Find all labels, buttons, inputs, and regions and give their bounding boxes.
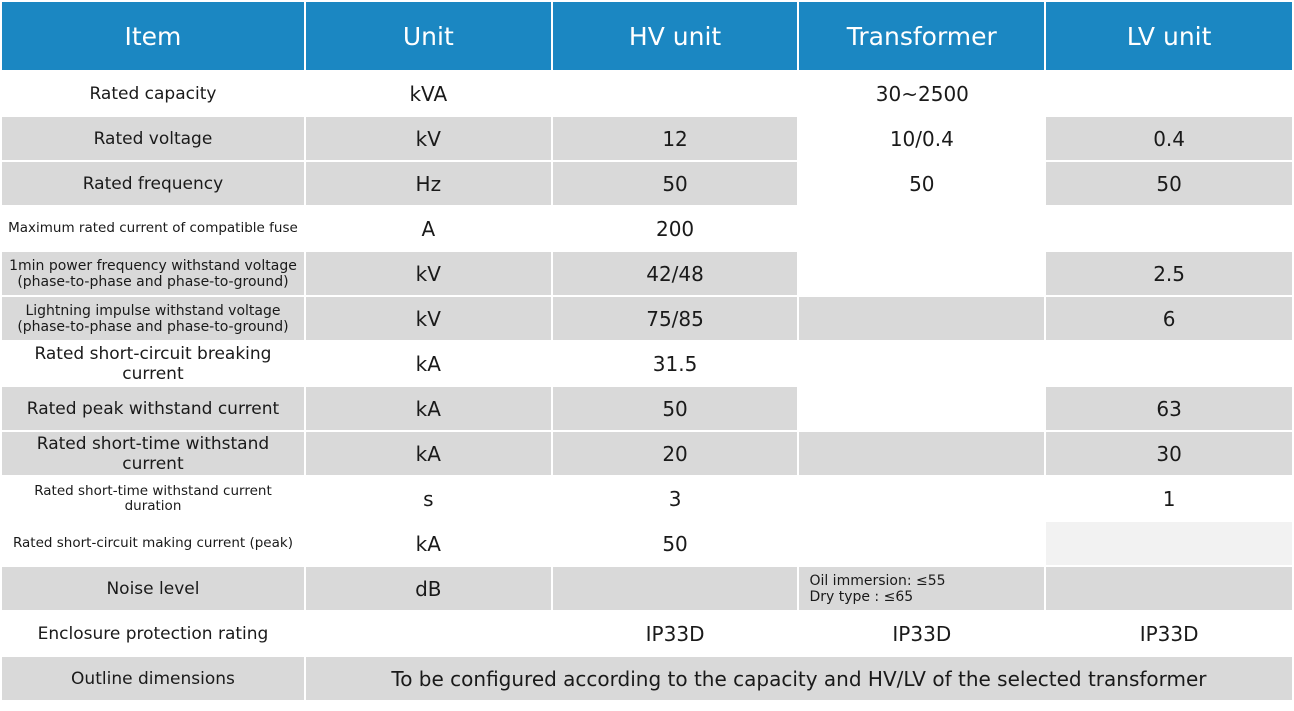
item-line-1: Lightning impulse withstand voltage — [25, 302, 281, 319]
noise-dry-type: Dry type : ≤65 — [809, 588, 914, 605]
hv-cell: 42/48 — [552, 252, 798, 295]
lv-cell: 30 — [1046, 432, 1292, 475]
transformer-cell — [799, 432, 1045, 475]
noise-oil-immersion: Oil immersion: ≤55 — [809, 572, 946, 589]
table-row: Outline dimensions To be configured acco… — [2, 657, 1292, 700]
item-cell: Rated short-time withstand current — [2, 432, 304, 475]
unit-cell: A — [305, 207, 551, 250]
item-cell: Rated peak withstand current — [2, 387, 304, 430]
transformer-cell — [799, 522, 1045, 565]
item-cell: Rated voltage — [2, 117, 304, 160]
header-transformer: Transformer — [799, 2, 1045, 70]
unit-cell: Hz — [305, 162, 551, 205]
unit-cell: dB — [305, 567, 551, 610]
table-row: Rated short-circuit making current (peak… — [2, 522, 1292, 565]
item-cell: Rated capacity — [2, 72, 304, 115]
item-cell: Maximum rated current of compatible fuse — [2, 207, 304, 250]
hv-cell: 12 — [552, 117, 798, 160]
unit-cell: s — [305, 477, 551, 520]
hv-cell: 20 — [552, 432, 798, 475]
unit-cell: kA — [305, 387, 551, 430]
unit-cell: kV — [305, 297, 551, 340]
transformer-cell: Oil immersion: ≤55 Dry type : ≤65 — [799, 567, 1045, 610]
transformer-cell — [799, 342, 1045, 385]
hv-cell: 50 — [552, 522, 798, 565]
transformer-cell — [799, 297, 1045, 340]
lv-cell: 1 — [1046, 477, 1292, 520]
transformer-cell — [799, 252, 1045, 295]
header-lv-unit: LV unit — [1046, 2, 1292, 70]
lv-cell: 50 — [1046, 162, 1292, 205]
item-cell: Outline dimensions — [2, 657, 304, 700]
lv-cell — [1046, 207, 1292, 250]
table-row: 1min power frequency withstand voltage (… — [2, 252, 1292, 295]
table-row: Rated frequency Hz 50 50 50 — [2, 162, 1292, 205]
lv-cell: 0.4 — [1046, 117, 1292, 160]
unit-cell: kA — [305, 432, 551, 475]
table-row: Noise level dB Oil immersion: ≤55 Dry ty… — [2, 567, 1292, 610]
unit-cell: kA — [305, 342, 551, 385]
table-row: Lightning impulse withstand voltage (pha… — [2, 297, 1292, 340]
lv-cell: IP33D — [1046, 612, 1292, 655]
unit-cell: kV — [305, 117, 551, 160]
hv-cell: 50 — [552, 387, 798, 430]
table-row: Rated short-circuit breaking current kA … — [2, 342, 1292, 385]
transformer-cell — [799, 387, 1045, 430]
table-row: Rated short-time withstand current durat… — [2, 477, 1292, 520]
item-line-2: (phase-to-phase and phase-to-ground) — [17, 273, 289, 290]
item-line-2: (phase-to-phase and phase-to-ground) — [17, 318, 289, 335]
table-row: Rated peak withstand current kA 50 63 — [2, 387, 1292, 430]
transformer-cell — [799, 207, 1045, 250]
unit-cell: kVA — [305, 72, 551, 115]
transformer-cell: 50 — [799, 162, 1045, 205]
hv-cell: IP33D — [552, 612, 798, 655]
table-row: Rated short-time withstand current kA 20… — [2, 432, 1292, 475]
item-cell: Rated short-circuit breaking current — [2, 342, 304, 385]
table-row: Rated voltage kV 12 10/0.4 0.4 — [2, 117, 1292, 160]
lv-cell: 6 — [1046, 297, 1292, 340]
value-cell-spanning: 30~2500 — [552, 72, 1292, 115]
hv-cell: 75/85 — [552, 297, 798, 340]
header-hv-unit: HV unit — [552, 2, 798, 70]
unit-cell: kV — [305, 252, 551, 295]
item-cell: 1min power frequency withstand voltage (… — [2, 252, 304, 295]
item-cell: Lightning impulse withstand voltage (pha… — [2, 297, 304, 340]
lv-cell: 2.5 — [1046, 252, 1292, 295]
item-cell: Rated short-circuit making current (peak… — [2, 522, 304, 565]
item-cell: Rated short-time withstand current durat… — [2, 477, 304, 520]
item-cell: Noise level — [2, 567, 304, 610]
transformer-cell — [799, 477, 1045, 520]
lv-cell: 63 — [1046, 387, 1292, 430]
transformer-cell: IP33D — [799, 612, 1045, 655]
table-row: Rated capacity kVA 30~2500 — [2, 72, 1292, 115]
item-line-1: 1min power frequency withstand voltage — [9, 257, 297, 274]
hv-cell: 50 — [552, 162, 798, 205]
transformer-cell: 10/0.4 — [799, 117, 1045, 160]
hv-cell: 3 — [552, 477, 798, 520]
header-item: Item — [2, 2, 304, 70]
lv-cell — [1046, 342, 1292, 385]
hv-cell: 200 — [552, 207, 798, 250]
table-row: Enclosure protection rating IP33D IP33D … — [2, 612, 1292, 655]
unit-cell: kA — [305, 522, 551, 565]
lv-cell — [1046, 522, 1292, 565]
item-cell: Rated frequency — [2, 162, 304, 205]
header-unit: Unit — [305, 2, 551, 70]
hv-cell: 31.5 — [552, 342, 798, 385]
item-cell: Enclosure protection rating — [2, 612, 304, 655]
lv-cell — [1046, 567, 1292, 610]
value-cell-spanning: To be configured according to the capaci… — [305, 657, 1292, 700]
table-header-row: Item Unit HV unit Transformer LV unit — [2, 2, 1292, 70]
unit-cell — [305, 612, 551, 655]
hv-cell — [552, 567, 798, 610]
table-row: Maximum rated current of compatible fuse… — [2, 207, 1292, 250]
